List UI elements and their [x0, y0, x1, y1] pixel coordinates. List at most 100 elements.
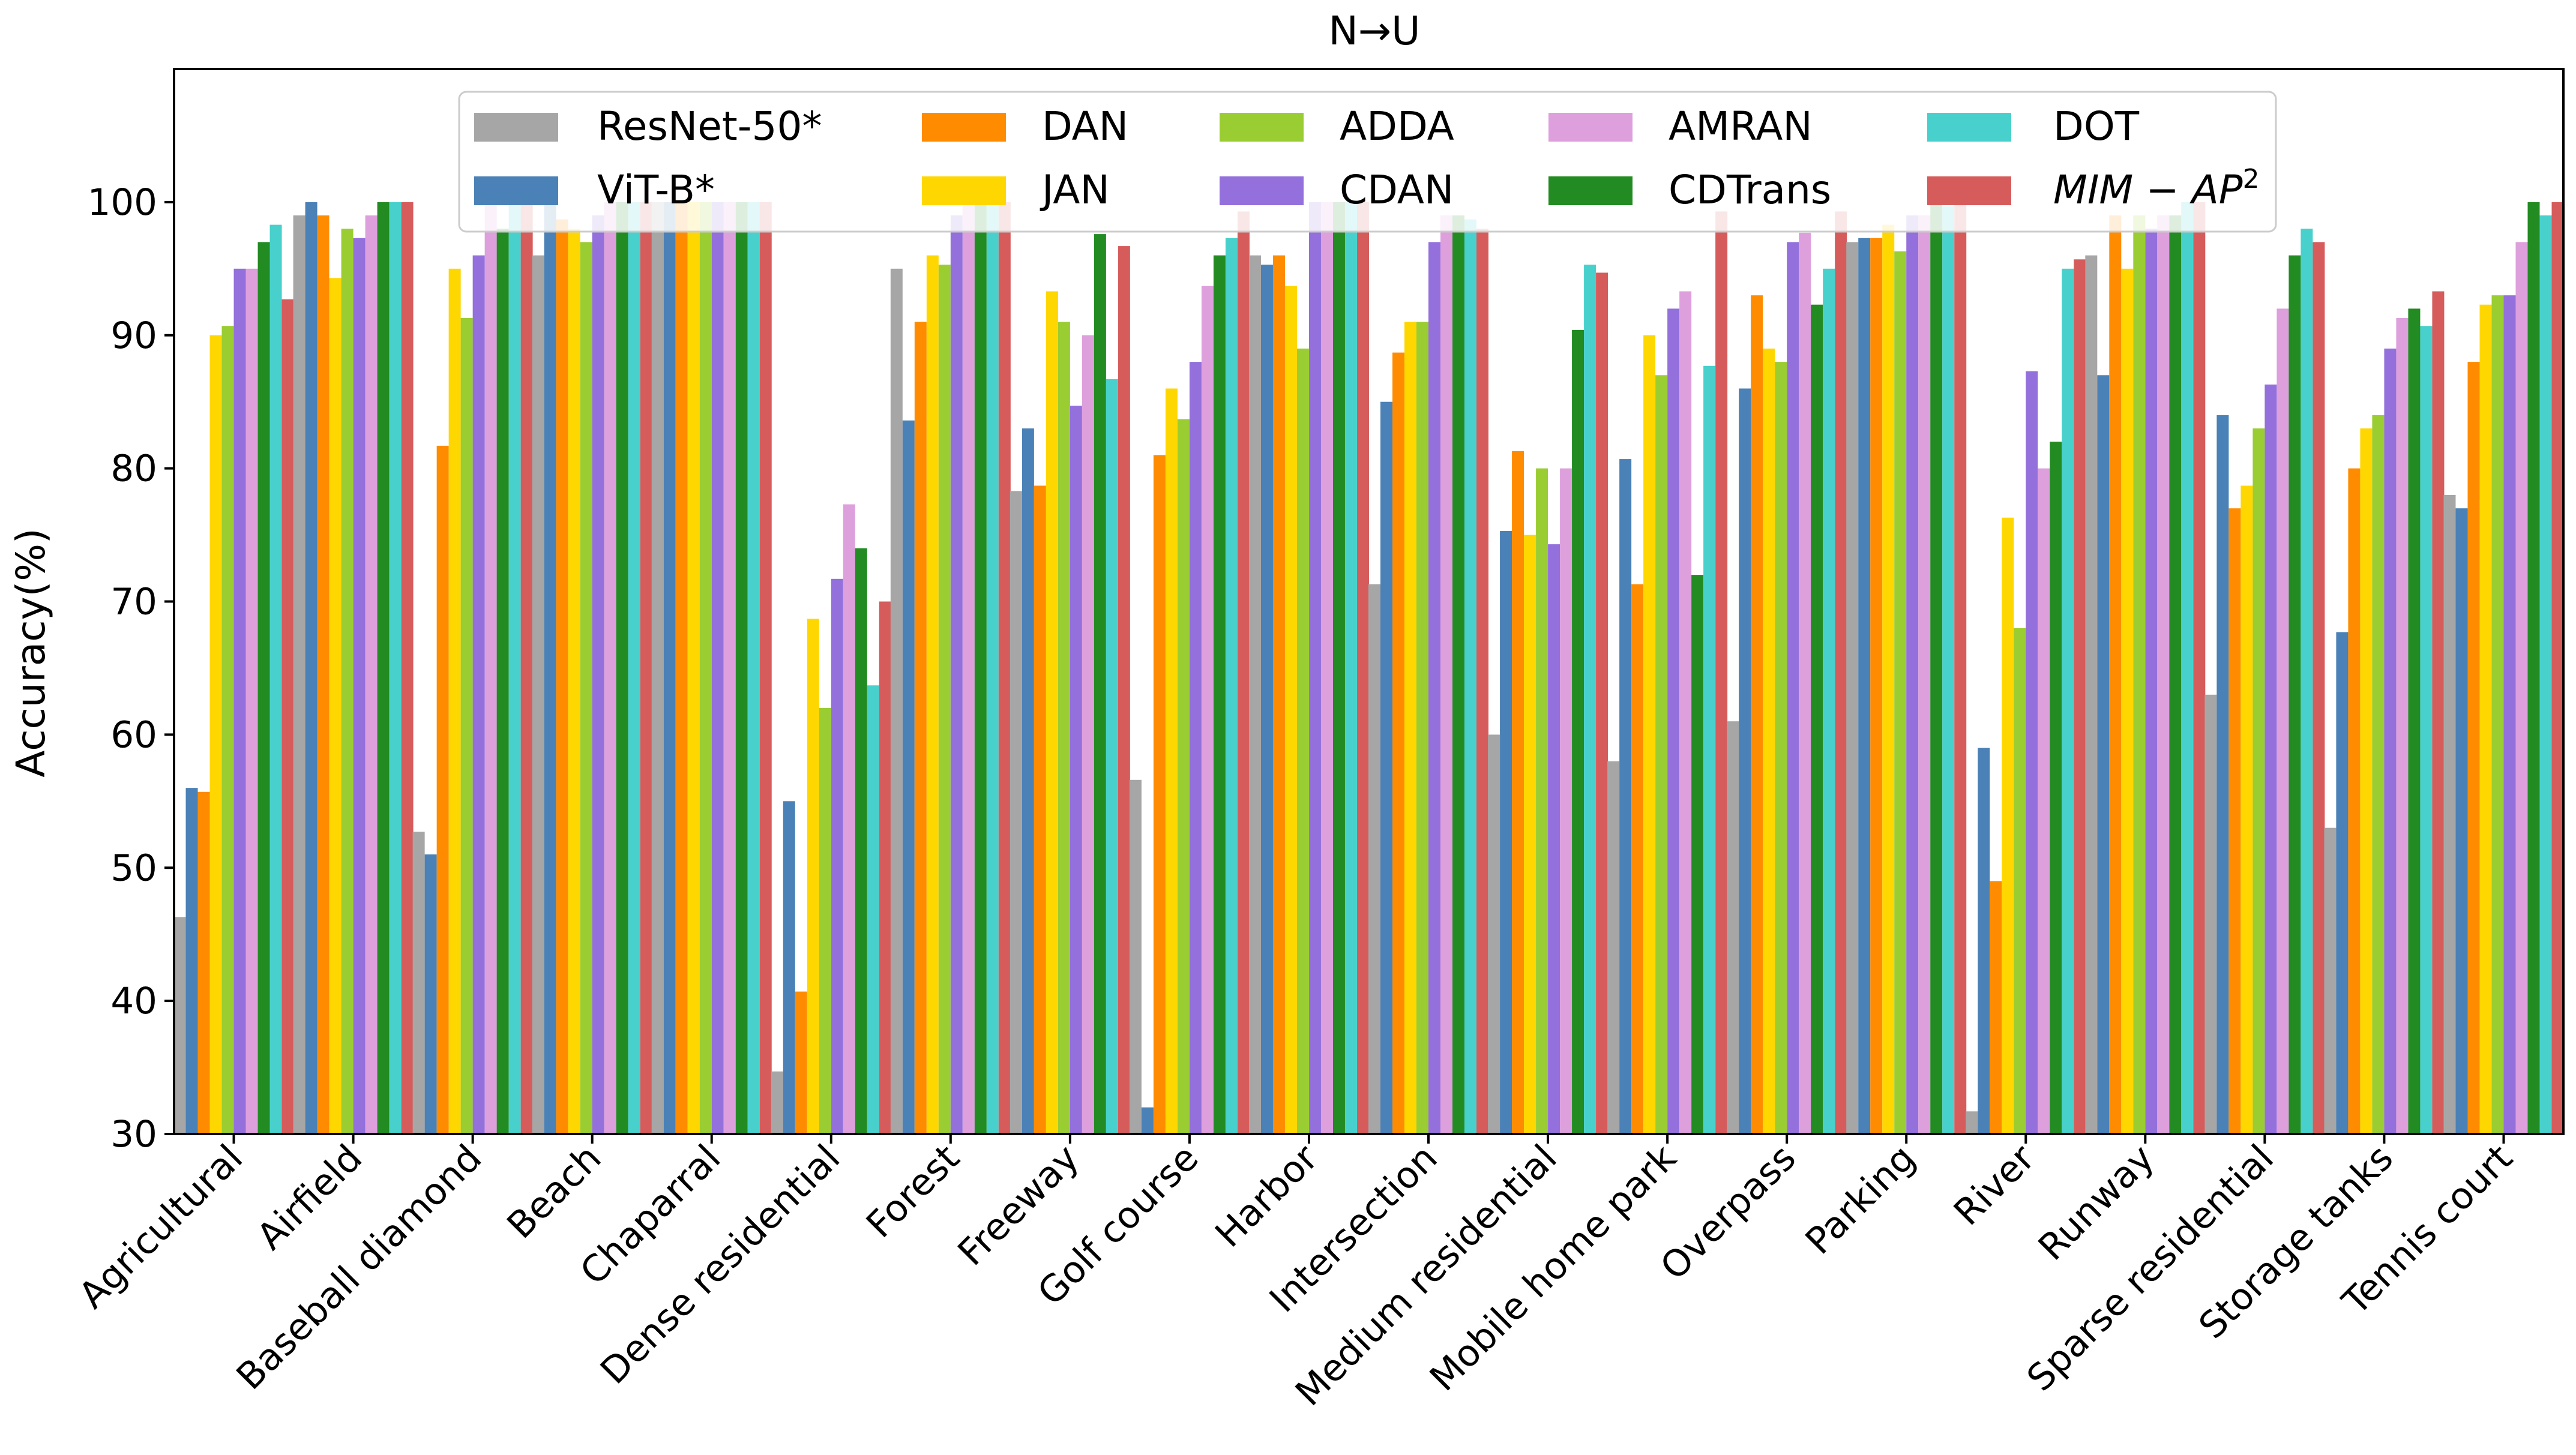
- legend-label: ViT-B*: [597, 167, 715, 213]
- bar-mim-ap-baseball-diamond: [520, 202, 533, 1134]
- bar-mim-ap-beach: [640, 202, 652, 1134]
- legend-label: CDAN: [1340, 167, 1454, 213]
- bar-vit-b-agricultural: [185, 788, 198, 1134]
- bar-adda-agricultural: [221, 326, 234, 1134]
- bar-dan-intersection: [1392, 352, 1405, 1134]
- bar-dot-runway: [2181, 202, 2194, 1134]
- bar-dan-overpass: [1751, 295, 1763, 1134]
- bar-jan-baseball-diamond: [448, 268, 461, 1134]
- chart-title: N→U: [1329, 8, 1421, 54]
- bar-dot-overpass: [1823, 268, 1835, 1134]
- bar-jan-overpass: [1763, 348, 1775, 1134]
- bar-mim-ap-medium-residential: [1596, 272, 1608, 1134]
- bar-dot-harbor: [1344, 202, 1357, 1134]
- y-tick-label: 30: [110, 1113, 157, 1156]
- bar-cdtrans-tennis-court: [2527, 202, 2540, 1134]
- y-tick-label: 50: [110, 847, 157, 889]
- bar-vit-b-runway: [2097, 375, 2110, 1134]
- legend-swatch: [1548, 113, 1633, 142]
- bar-cdtrans-chaparral: [735, 202, 748, 1134]
- bar-jan-parking: [1882, 224, 1895, 1134]
- bar-cdtrans-beach: [616, 202, 628, 1134]
- bar-adda-baseball-diamond: [460, 317, 473, 1134]
- bar-dan-mobile-home-park: [1631, 584, 1644, 1134]
- bar-amran-forest: [962, 202, 975, 1134]
- bar-vit-b-storage-tanks: [2336, 632, 2349, 1134]
- bar-cdtrans-forest: [974, 202, 987, 1134]
- bar-adda-intersection: [1416, 322, 1429, 1134]
- bar-mim-ap-forest: [998, 202, 1011, 1134]
- legend-label: ResNet-50*: [597, 103, 822, 149]
- bar-cdtrans-freeway: [1094, 234, 1106, 1134]
- bar-adda-sparse-residential: [2252, 428, 2265, 1134]
- bar-jan-sparse-residential: [2240, 485, 2253, 1134]
- bar-cdtrans-mobile-home-park: [1691, 575, 1704, 1134]
- y-tick-label: 80: [110, 448, 157, 490]
- bar-jan-mobile-home-park: [1643, 335, 1656, 1134]
- bar-amran-dense-residential: [843, 504, 855, 1134]
- bar-jan-tennis-court: [2479, 304, 2492, 1134]
- bar-cdtrans-river: [2050, 442, 2062, 1134]
- bar-cdan-golf-course: [1189, 362, 1202, 1134]
- bar-adda-freeway: [1058, 322, 1070, 1134]
- bar-dot-intersection: [1464, 219, 1477, 1134]
- bar-adda-storage-tanks: [2372, 415, 2385, 1134]
- bar-dan-agricultural: [197, 791, 210, 1134]
- bar-vit-b-golf-course: [1141, 1107, 1154, 1134]
- legend-swatch: [1548, 176, 1633, 205]
- bar-cdan-beach: [592, 215, 604, 1134]
- bar-dot-airfield: [389, 202, 402, 1134]
- bar-vit-b-overpass: [1739, 388, 1751, 1134]
- bar-amran-baseball-diamond: [484, 202, 497, 1134]
- bar-mim-ap-mobile-home-park: [1715, 211, 1728, 1134]
- legend-swatch: [1220, 113, 1304, 142]
- bar-dan-golf-course: [1153, 455, 1166, 1134]
- bar-cdtrans-medium-residential: [1572, 329, 1584, 1134]
- bar-amran-overpass: [1799, 232, 1811, 1134]
- bar-vit-b-dense-residential: [783, 801, 795, 1134]
- bar-resnet-50-golf-course: [1129, 779, 1142, 1134]
- bar-resnet-50-river: [1966, 1111, 1978, 1134]
- bar-amran-parking: [1918, 215, 1931, 1134]
- bar-amran-agricultural: [245, 268, 258, 1134]
- y-tick-label: 70: [110, 581, 157, 623]
- bar-cdan-runway: [2145, 229, 2158, 1134]
- bar-dot-storage-tanks: [2420, 326, 2433, 1134]
- y-tick-label: 60: [110, 713, 157, 756]
- y-axis: 30 40 50 60 70 80 90 100: [88, 181, 174, 1156]
- bar-dan-sparse-residential: [2228, 508, 2241, 1134]
- bar-amran-storage-tanks: [2396, 317, 2409, 1134]
- bar-adda-beach: [580, 242, 592, 1134]
- bar-adda-parking: [1894, 251, 1907, 1134]
- bar-jan-golf-course: [1165, 388, 1178, 1134]
- bar-resnet-50-baseball-diamond: [412, 832, 425, 1134]
- legend-frame: [458, 91, 2277, 233]
- bar-mim-ap-harbor: [1356, 202, 1369, 1134]
- bar-vit-b-mobile-home-park: [1619, 459, 1632, 1134]
- bar-amran-chaparral: [723, 202, 736, 1134]
- bar-resnet-50-tennis-court: [2443, 495, 2456, 1134]
- bar-cdtrans-sparse-residential: [2289, 255, 2301, 1134]
- bar-cdan-parking: [1906, 215, 1919, 1134]
- bar-cdan-chaparral: [711, 202, 724, 1134]
- bar-resnet-50-beach: [532, 255, 544, 1134]
- bar-resnet-50-parking: [1846, 242, 1859, 1134]
- bar-mim-ap-storage-tanks: [2432, 291, 2445, 1134]
- bar-cdan-storage-tanks: [2384, 348, 2397, 1134]
- bar-mim-ap-dense-residential: [879, 601, 891, 1134]
- bar-adda-runway: [2133, 215, 2146, 1134]
- bar-mim-ap-river: [2074, 259, 2086, 1134]
- bar-amran-river: [2038, 468, 2050, 1134]
- bar-cdan-harbor: [1308, 202, 1321, 1134]
- bar-cdan-intersection: [1428, 242, 1441, 1134]
- bar-adda-harbor: [1296, 348, 1309, 1134]
- bar-mim-ap-golf-course: [1237, 211, 1250, 1134]
- bar-jan-airfield: [329, 278, 342, 1134]
- bar-dot-chaparral: [747, 202, 760, 1134]
- bar-resnet-50-intersection: [1368, 584, 1381, 1134]
- bar-adda-tennis-court: [2491, 295, 2504, 1134]
- bar-resnet-50-agricultural: [173, 917, 186, 1134]
- legend-swatch: [1220, 176, 1304, 205]
- legend: ResNet-50* ViT-B* DAN JAN ADDA CDAN AMRAN CDTra…: [458, 91, 2277, 233]
